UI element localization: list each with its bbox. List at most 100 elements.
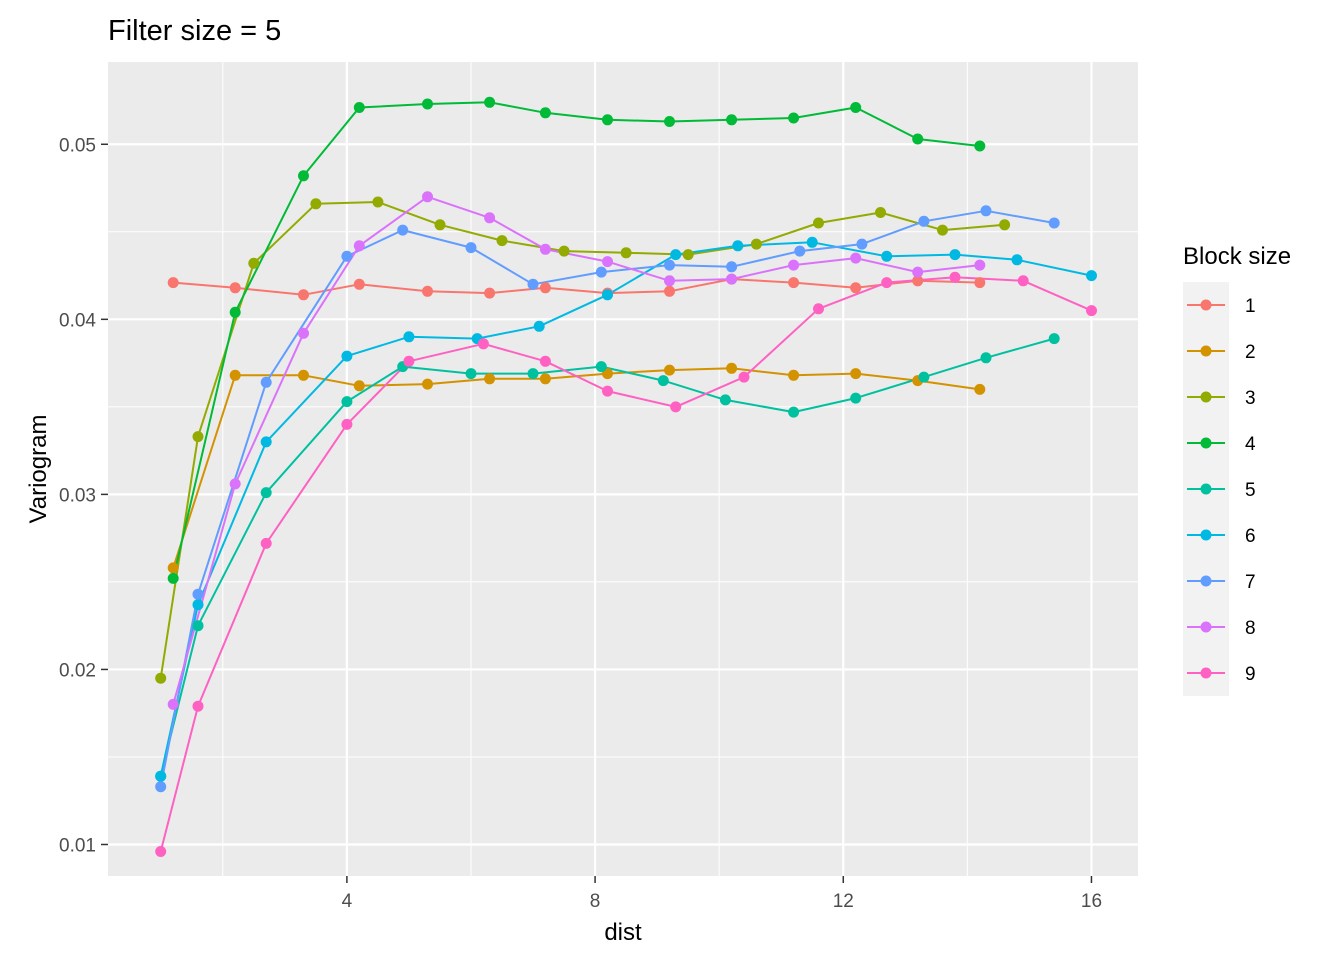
legend-label-3: 3 <box>1245 388 1256 409</box>
legend-label-5: 5 <box>1245 480 1256 501</box>
data-point-6 <box>602 289 613 301</box>
data-point-9 <box>670 401 682 413</box>
data-point-7 <box>465 242 477 254</box>
legend-key-point-1 <box>1200 299 1212 311</box>
data-point-6 <box>806 236 818 248</box>
y-tick-label: 0.05 <box>59 135 96 156</box>
data-point-4 <box>726 114 738 126</box>
data-point-8 <box>298 327 309 339</box>
data-point-3 <box>192 431 204 443</box>
legend-label-9: 9 <box>1245 664 1256 685</box>
data-point-2 <box>229 369 241 381</box>
legend-label-6: 6 <box>1245 526 1256 547</box>
y-tick-label: 0.03 <box>59 485 96 506</box>
data-point-2 <box>974 383 986 395</box>
data-point-7 <box>397 224 409 236</box>
data-point-8 <box>484 212 496 224</box>
data-point-8 <box>229 478 241 490</box>
data-point-8 <box>353 240 365 252</box>
data-point-6 <box>1086 270 1097 282</box>
data-point-8 <box>974 259 986 271</box>
data-point-3 <box>310 198 322 210</box>
data-point-1 <box>353 278 365 290</box>
data-point-6 <box>949 249 961 261</box>
x-tick-label: 4 <box>342 891 353 912</box>
data-point-5 <box>657 375 669 387</box>
y-axis: 0.01 0.02 0.03 0.04 0.05 <box>59 135 108 856</box>
data-point-6 <box>1011 254 1023 266</box>
data-point-9 <box>602 385 613 397</box>
data-point-5 <box>980 352 992 364</box>
data-point-2 <box>167 562 179 574</box>
data-point-4 <box>298 170 309 182</box>
data-point-4 <box>850 102 862 113</box>
data-point-9 <box>738 371 750 383</box>
data-point-9 <box>1017 275 1029 287</box>
legend-key-point-3 <box>1200 391 1212 403</box>
data-point-5 <box>192 620 204 632</box>
data-point-6 <box>732 240 744 252</box>
data-point-5 <box>788 406 800 418</box>
plot-panel <box>108 62 1138 876</box>
data-point-7 <box>260 376 272 388</box>
y-axis-title: Variogram <box>25 415 52 524</box>
data-point-8 <box>850 252 862 264</box>
data-point-9 <box>403 355 415 367</box>
data-point-7 <box>527 278 539 290</box>
data-point-5 <box>341 396 353 408</box>
legend-key-point-7 <box>1200 575 1212 587</box>
data-point-3 <box>937 224 948 236</box>
x-axis: 4 8 12 16 <box>342 876 1102 912</box>
legend-key-point-6 <box>1200 529 1212 541</box>
data-point-1 <box>912 275 924 287</box>
series-line-4 <box>172 101 980 579</box>
x-tick-label: 16 <box>1081 891 1102 912</box>
data-point-6 <box>155 770 167 782</box>
data-point-7 <box>1048 217 1060 229</box>
y-tick-label: 0.02 <box>59 660 96 681</box>
data-point-2 <box>726 362 738 374</box>
data-point-9 <box>813 303 824 315</box>
data-point-1 <box>229 282 241 294</box>
data-point-4 <box>788 112 800 124</box>
data-point-7 <box>341 250 353 262</box>
data-point-5 <box>260 487 272 499</box>
legend-label-7: 7 <box>1245 572 1256 593</box>
data-point-3 <box>496 235 508 247</box>
chart-title: Filter size = 5 <box>108 15 281 47</box>
legend-label-1: 1 <box>1245 296 1256 317</box>
data-point-4 <box>602 114 613 126</box>
data-point-9 <box>949 271 961 283</box>
series-line-1 <box>173 278 980 296</box>
legend-label-2: 2 <box>1245 342 1256 363</box>
data-point-3 <box>999 219 1011 231</box>
y-tick-label: 0.04 <box>59 310 96 331</box>
legend-title: Block size <box>1183 243 1291 270</box>
data-point-1 <box>788 277 800 289</box>
data-point-7 <box>192 588 204 600</box>
data-point-7 <box>155 781 167 793</box>
data-point-7 <box>595 266 607 278</box>
legend-key-point-2 <box>1200 345 1212 357</box>
data-point-4 <box>484 96 496 108</box>
data-point-7 <box>726 261 738 273</box>
data-point-8 <box>422 191 433 203</box>
data-point-8 <box>539 243 551 255</box>
data-point-1 <box>298 289 309 301</box>
data-point-3 <box>875 207 886 218</box>
data-point-1 <box>422 285 433 297</box>
data-point-9 <box>260 537 272 549</box>
data-point-3 <box>372 196 384 208</box>
legend-label-8: 8 <box>1245 618 1256 639</box>
data-point-3 <box>682 249 694 261</box>
data-point-4 <box>912 133 924 145</box>
data-point-5 <box>1048 333 1060 345</box>
data-point-8 <box>788 259 800 271</box>
data-point-6 <box>881 250 893 262</box>
data-point-4 <box>664 116 675 127</box>
x-tick-label: 8 <box>590 891 601 912</box>
data-point-9 <box>1086 305 1097 317</box>
data-point-4 <box>229 306 241 318</box>
data-point-9 <box>881 277 893 289</box>
series-line-8 <box>172 195 980 705</box>
